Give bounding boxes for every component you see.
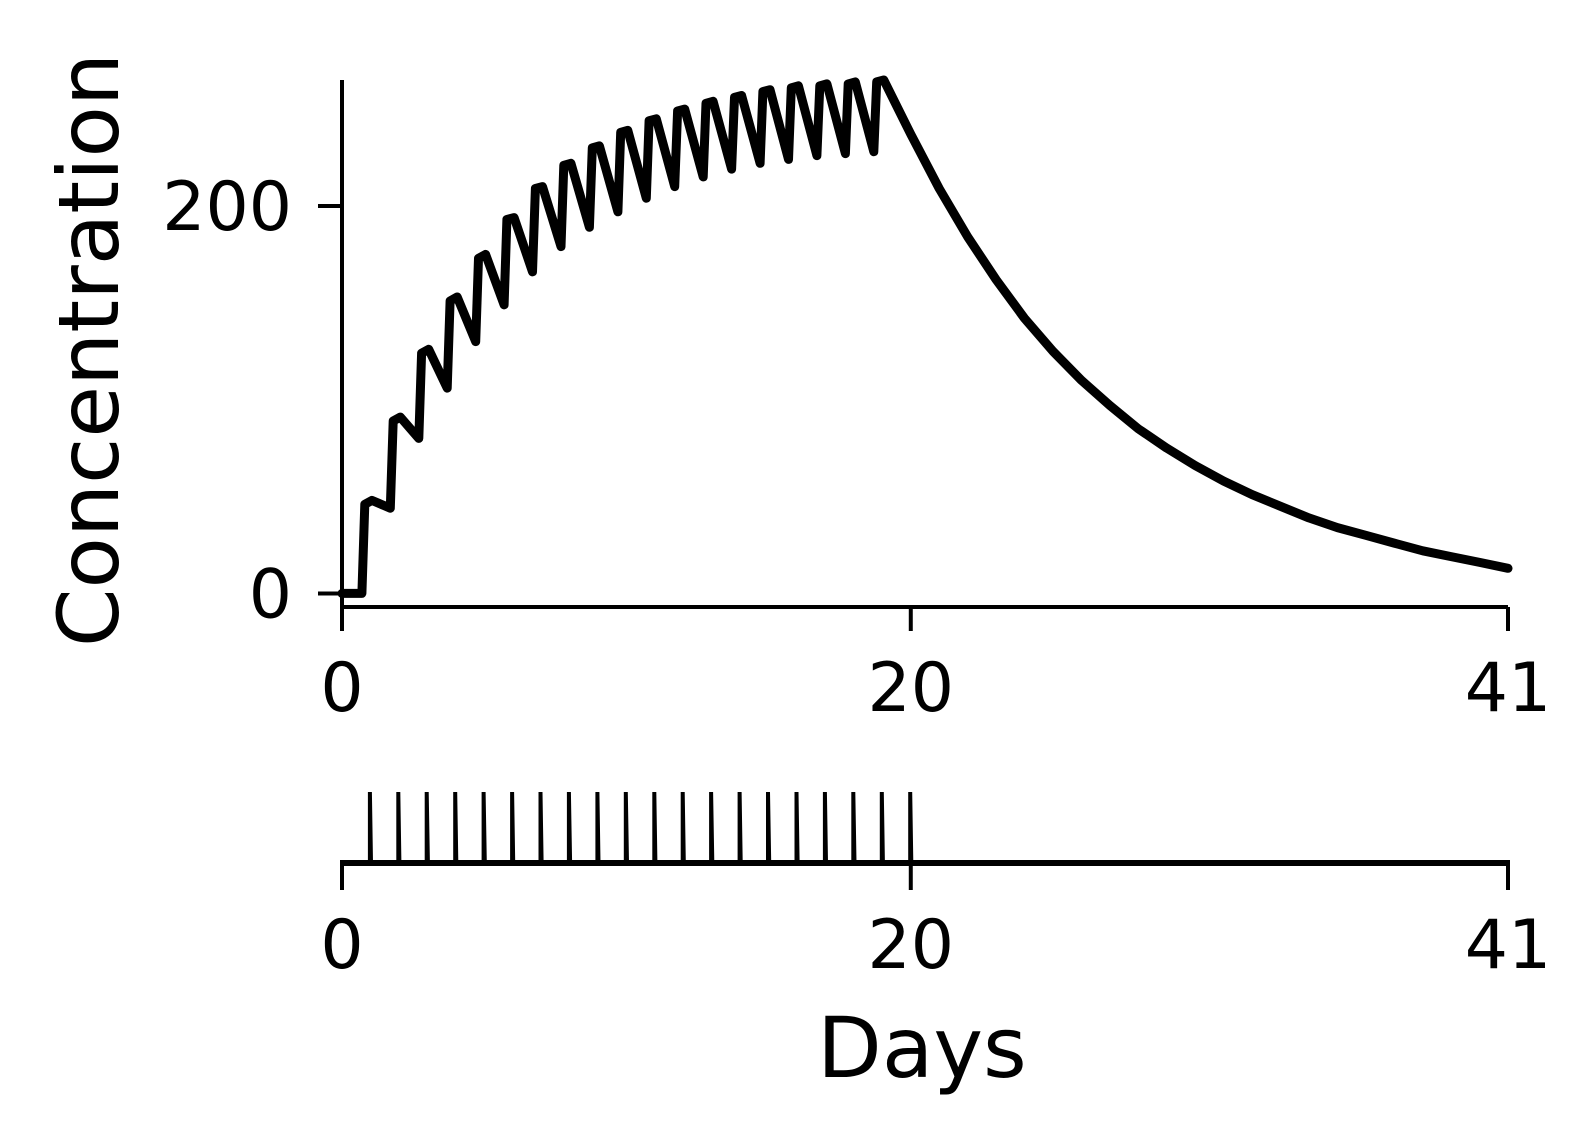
dosing-panel: 0 20 41 <box>320 791 1552 985</box>
concentration-series-line <box>337 75 1513 598</box>
x-tick-label-bottom: 41 <box>1465 906 1552 985</box>
x-tick-label-top: 41 <box>1465 649 1552 728</box>
x-tick-label-top: 20 <box>868 649 955 728</box>
concentration-panel: 0 200 0 20 41 <box>162 75 1552 728</box>
x-tick-label-bottom: 20 <box>868 906 955 985</box>
x-tick-label-bottom: 0 <box>320 906 363 985</box>
x-tick-label-top: 0 <box>320 649 363 728</box>
x-axis-label: Days <box>817 999 1027 1097</box>
y-tick-label: 0 <box>249 555 292 634</box>
y-axis-label: Concentration <box>40 53 138 647</box>
y-tick-label: 200 <box>162 168 292 247</box>
dose-series-line <box>342 791 1508 864</box>
